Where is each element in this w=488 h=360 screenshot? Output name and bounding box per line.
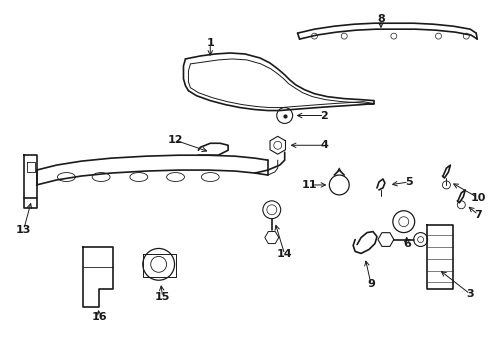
Text: 5: 5: [404, 177, 412, 187]
Text: 4: 4: [320, 140, 327, 150]
Text: 11: 11: [301, 180, 317, 190]
Text: 7: 7: [473, 210, 481, 220]
Text: 9: 9: [366, 279, 374, 289]
Text: 14: 14: [276, 249, 292, 260]
Text: 12: 12: [167, 135, 183, 145]
Text: 13: 13: [16, 225, 31, 235]
Text: 16: 16: [91, 312, 107, 322]
Text: 15: 15: [155, 292, 170, 302]
Text: 6: 6: [402, 239, 410, 249]
Text: 10: 10: [469, 193, 485, 203]
Text: 2: 2: [320, 111, 327, 121]
Text: 3: 3: [466, 289, 473, 299]
Text: 8: 8: [376, 14, 384, 24]
Text: 1: 1: [206, 38, 214, 48]
